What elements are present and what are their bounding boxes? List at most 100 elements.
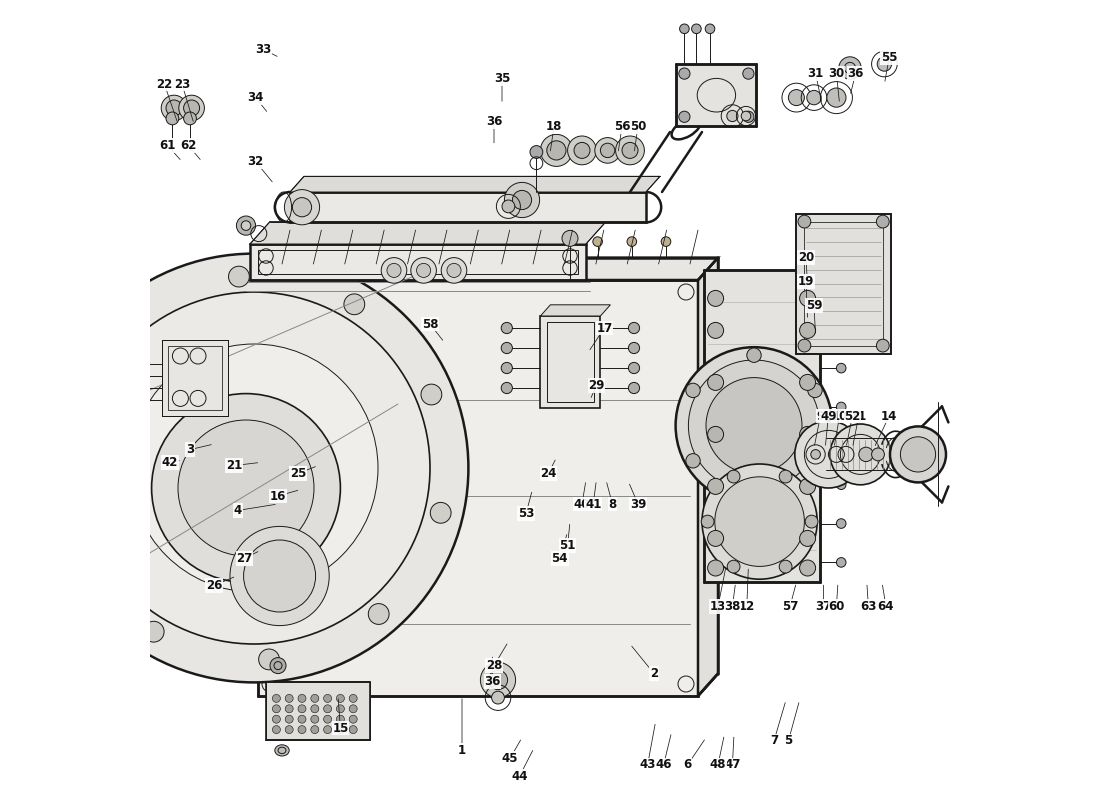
- Text: 16: 16: [270, 490, 286, 502]
- Circle shape: [311, 726, 319, 734]
- Circle shape: [488, 670, 507, 690]
- Circle shape: [901, 437, 936, 472]
- Text: 40: 40: [574, 498, 591, 510]
- Polygon shape: [250, 244, 586, 280]
- Circle shape: [349, 726, 358, 734]
- Text: eurostares: eurostares: [472, 286, 660, 354]
- Circle shape: [595, 138, 620, 163]
- Circle shape: [387, 263, 402, 278]
- Circle shape: [293, 198, 311, 217]
- Circle shape: [805, 515, 818, 528]
- Ellipse shape: [275, 745, 289, 756]
- Circle shape: [800, 374, 815, 390]
- Circle shape: [836, 518, 846, 528]
- Text: 7: 7: [770, 734, 778, 747]
- Circle shape: [836, 441, 846, 450]
- Circle shape: [525, 237, 535, 246]
- Circle shape: [747, 348, 761, 362]
- Circle shape: [141, 384, 149, 392]
- Circle shape: [78, 292, 430, 644]
- Circle shape: [243, 540, 316, 612]
- Circle shape: [178, 420, 314, 556]
- Circle shape: [337, 715, 344, 723]
- Circle shape: [410, 258, 437, 283]
- Circle shape: [298, 726, 306, 734]
- Circle shape: [141, 396, 149, 404]
- Text: 46: 46: [656, 758, 672, 771]
- Text: 52: 52: [844, 410, 860, 422]
- Text: 27: 27: [236, 552, 253, 565]
- Circle shape: [807, 454, 822, 468]
- Circle shape: [836, 558, 846, 567]
- Text: 2: 2: [650, 667, 658, 680]
- Circle shape: [707, 322, 724, 338]
- Text: 57: 57: [782, 600, 799, 613]
- Circle shape: [152, 394, 340, 582]
- Text: 44: 44: [512, 770, 528, 782]
- Circle shape: [230, 526, 329, 626]
- Text: 23: 23: [174, 78, 190, 90]
- Circle shape: [679, 68, 690, 79]
- Circle shape: [593, 237, 603, 246]
- Circle shape: [707, 478, 724, 494]
- Bar: [676, 64, 757, 126]
- Text: eurosparts: eurosparts: [208, 318, 396, 386]
- Text: 15: 15: [332, 722, 349, 734]
- Circle shape: [806, 90, 822, 105]
- Circle shape: [141, 360, 149, 368]
- Text: 36: 36: [486, 115, 503, 128]
- Circle shape: [692, 24, 701, 34]
- Circle shape: [344, 294, 365, 314]
- Text: 45: 45: [502, 752, 518, 765]
- Circle shape: [727, 110, 738, 122]
- Circle shape: [685, 454, 701, 468]
- Circle shape: [337, 705, 344, 713]
- Circle shape: [811, 450, 821, 459]
- Bar: [804, 222, 883, 346]
- Text: 4: 4: [234, 504, 242, 517]
- Text: 13: 13: [710, 600, 726, 613]
- Circle shape: [706, 378, 802, 474]
- Circle shape: [353, 237, 363, 246]
- Circle shape: [270, 658, 286, 674]
- Circle shape: [628, 362, 639, 374]
- Text: 18: 18: [546, 120, 562, 133]
- Circle shape: [298, 694, 306, 702]
- Circle shape: [702, 464, 817, 579]
- Circle shape: [57, 413, 78, 434]
- Circle shape: [119, 312, 140, 333]
- Circle shape: [502, 362, 513, 374]
- Circle shape: [387, 237, 397, 246]
- Text: 53: 53: [518, 507, 535, 520]
- Circle shape: [836, 480, 846, 490]
- Circle shape: [836, 363, 846, 373]
- Circle shape: [800, 530, 815, 546]
- Circle shape: [727, 470, 740, 483]
- Circle shape: [547, 141, 567, 160]
- Circle shape: [319, 237, 329, 246]
- Circle shape: [877, 57, 892, 71]
- Circle shape: [661, 237, 671, 246]
- Circle shape: [727, 560, 740, 573]
- Circle shape: [685, 383, 701, 398]
- Bar: [266, 682, 370, 740]
- Circle shape: [871, 448, 884, 461]
- Circle shape: [421, 384, 442, 405]
- Circle shape: [890, 426, 946, 482]
- Circle shape: [298, 715, 306, 723]
- Text: 60: 60: [828, 600, 845, 613]
- Circle shape: [285, 694, 294, 702]
- Circle shape: [430, 502, 451, 523]
- Text: 12: 12: [739, 600, 755, 613]
- Circle shape: [229, 266, 250, 287]
- Bar: [167, 346, 222, 410]
- Circle shape: [877, 339, 889, 352]
- Circle shape: [568, 136, 596, 165]
- Circle shape: [742, 68, 754, 79]
- Circle shape: [562, 230, 578, 246]
- Circle shape: [679, 111, 690, 122]
- Text: 6: 6: [683, 758, 692, 771]
- Circle shape: [616, 136, 645, 165]
- Text: 8: 8: [608, 498, 616, 510]
- Circle shape: [337, 694, 344, 702]
